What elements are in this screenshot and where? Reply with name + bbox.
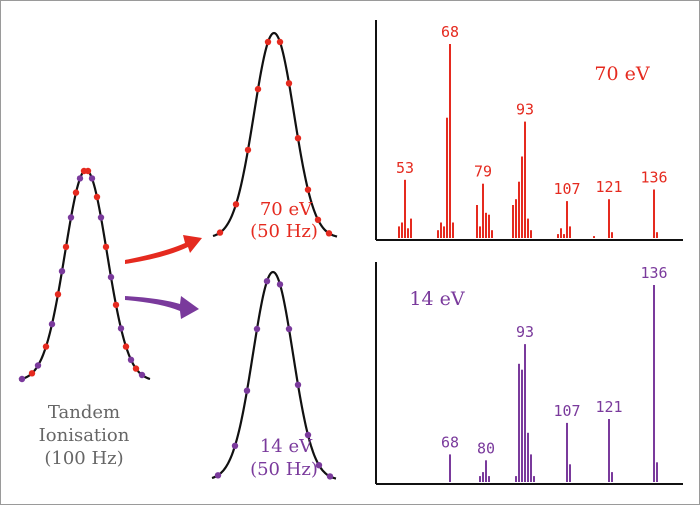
tandem-peak-curve-dot bbox=[34, 362, 42, 369]
peak-70ev-curve-dot bbox=[276, 38, 284, 46]
tandem-peak-curve-dot bbox=[67, 214, 75, 221]
spectrum-peak-label: 121 bbox=[595, 398, 622, 416]
peak-14ev-curve-dot bbox=[231, 442, 239, 449]
peak-70ev-curve-dot bbox=[232, 201, 240, 208]
tandem-peak-curve-dot bbox=[54, 291, 62, 298]
tandem-peak-curve-dot bbox=[48, 320, 56, 328]
tandem-peak-curve-dot bbox=[42, 343, 50, 350]
tandem-peak-curve bbox=[18, 167, 151, 383]
peak-14ev-curve-dot bbox=[326, 473, 334, 480]
peak-14ev-curve-dot bbox=[214, 472, 222, 479]
spectrum-peak-label: 136 bbox=[640, 169, 667, 187]
peak-70ev-curve-dot bbox=[254, 85, 262, 93]
peak-14ev-curve-dot bbox=[253, 325, 261, 333]
tandem-peak-curve-dot bbox=[138, 371, 146, 379]
peak-70ev-curve-dot bbox=[264, 38, 272, 46]
arrow-to-14ev bbox=[125, 296, 199, 319]
tandem-label-line1: Tandem bbox=[48, 402, 120, 423]
peak-14ev-curve-dot bbox=[304, 431, 312, 439]
peak-70ev-curve bbox=[212, 31, 338, 238]
peak-70ev-curve-dot bbox=[314, 216, 322, 223]
top-peak-rate-label: (50 Hz) bbox=[250, 221, 318, 242]
tandem-label-line3: (100 Hz) bbox=[44, 448, 123, 469]
tandem-peak-curve-dot bbox=[58, 268, 66, 275]
peak-70ev-curve-dot bbox=[244, 146, 252, 154]
spectrum-peak-label: 79 bbox=[474, 163, 492, 181]
spectrum-peak-label: 68 bbox=[441, 23, 459, 41]
peak-70ev-curve-dot bbox=[285, 80, 293, 87]
peak-70ev-curve-dot bbox=[294, 135, 302, 142]
spectrum-peak-label: 53 bbox=[396, 159, 414, 177]
bottom-peak-energy-label: 14 eV bbox=[260, 436, 313, 457]
peak-70ev-curve-dot bbox=[304, 186, 312, 193]
tandem-peak-curve-dot bbox=[93, 193, 101, 201]
peak-14ev-curve-dot bbox=[315, 462, 323, 469]
spectrum-70ev: 53 68 79 93 107 121 136 70 eV bbox=[375, 20, 683, 241]
spectrum-14ev: 68 80 93 107 121 136 14 eV bbox=[375, 262, 683, 485]
peak-14ev-curve-dot bbox=[263, 278, 271, 285]
tandem-peak-curve-dot bbox=[107, 273, 115, 281]
peak-14ev-curve bbox=[211, 270, 337, 480]
spectrum-peak-label: 93 bbox=[516, 323, 534, 341]
tandem-peak-curve-dot bbox=[72, 189, 80, 196]
tandem-peak-curve-dot bbox=[76, 175, 84, 182]
peak-14ev-curve-dot bbox=[276, 281, 284, 288]
spectrum-70ev-title: 70 eV bbox=[594, 63, 649, 85]
peak-70ev-curve-line bbox=[212, 31, 338, 238]
tandem-peak-curve-dot bbox=[84, 167, 92, 175]
tandem-peak-curve-dot bbox=[132, 365, 140, 372]
peak-14ev-curve-dot bbox=[294, 381, 302, 388]
peak-70ev-curve-dot bbox=[216, 229, 224, 236]
tandem-peak-curve-dot bbox=[102, 243, 110, 251]
spectrum-14ev-title: 14 eV bbox=[409, 288, 464, 310]
top-peak-energy-label: 70 eV bbox=[260, 199, 313, 220]
spectrum-peak-label: 121 bbox=[595, 178, 622, 196]
peak-curves bbox=[18, 31, 338, 480]
peak-14ev-curve-dot bbox=[243, 387, 251, 394]
spectrum-peak-label: 107 bbox=[553, 180, 580, 198]
tandem-peak-curve-dot bbox=[97, 214, 105, 221]
tandem-peak-curve-dot bbox=[62, 243, 70, 251]
spectrum-70ev-bars: 53 68 79 93 107 121 136 bbox=[396, 23, 668, 238]
tandem-peak-curve-dot bbox=[112, 301, 120, 309]
spectrum-peak-label: 68 bbox=[441, 433, 459, 451]
tandem-peak-curve-dot bbox=[88, 175, 96, 182]
tandem-peak-curve-line bbox=[18, 168, 151, 381]
spectrum-peak-label: 80 bbox=[477, 439, 495, 457]
tandem-label-line2: Ionisation bbox=[39, 425, 130, 446]
peak-14ev-curve-dot bbox=[285, 325, 293, 333]
spectrum-14ev-bars: 68 80 93 107 121 136 bbox=[441, 264, 668, 482]
bottom-peak-rate-label: (50 Hz) bbox=[250, 459, 318, 480]
tandem-peak-curve-dot bbox=[28, 370, 36, 377]
tandem-peak-curve-dot bbox=[127, 356, 135, 363]
spectrum-peak-label: 107 bbox=[553, 402, 580, 420]
spectrum-peak-label: 136 bbox=[640, 264, 667, 282]
arrow-to-70ev bbox=[125, 235, 202, 264]
tandem-peak-curve-dot bbox=[18, 375, 26, 383]
tandem-peak-curve-dot bbox=[122, 343, 130, 350]
tandem-peak-curve-dot bbox=[117, 325, 125, 332]
peak-14ev-curve-line bbox=[211, 270, 337, 480]
arrows bbox=[125, 235, 202, 319]
peak-70ev-curve-dot bbox=[325, 230, 333, 237]
spectrum-peak-label: 93 bbox=[516, 101, 534, 119]
